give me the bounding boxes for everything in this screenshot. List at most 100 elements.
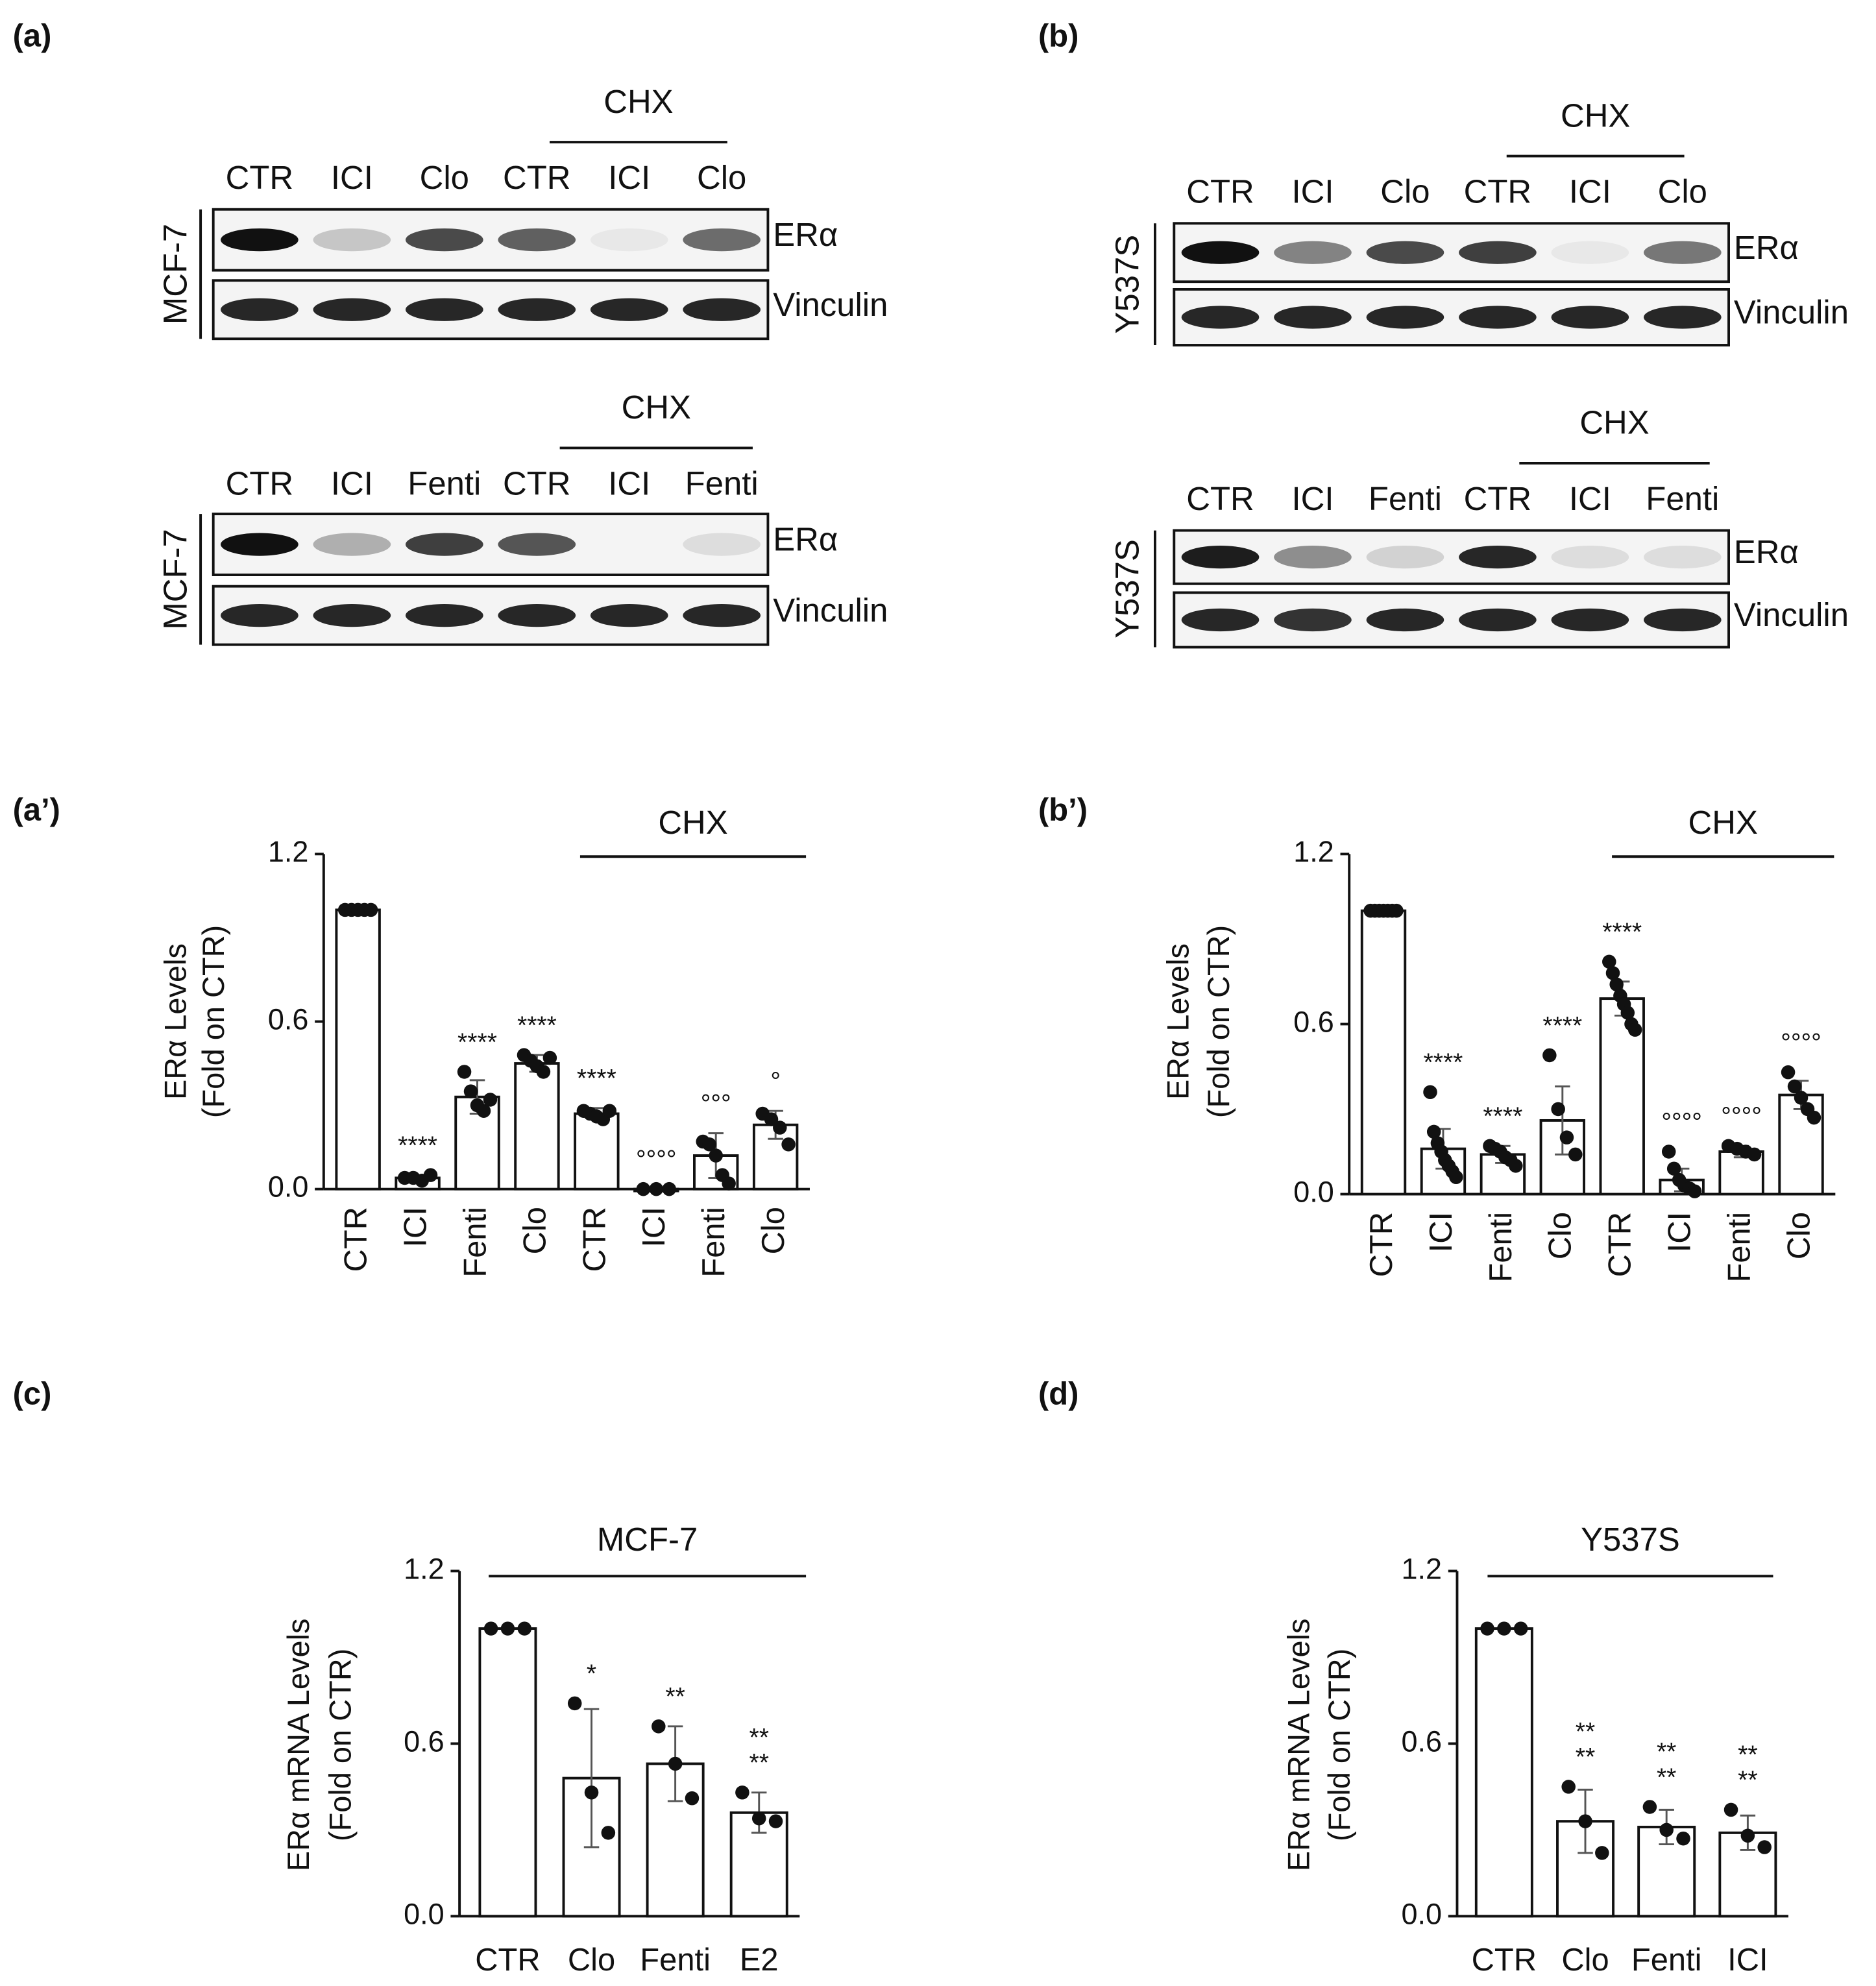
lane-label: Clo [420,159,469,196]
x-tick-label: ICI [398,1207,433,1247]
bar [514,1062,560,1191]
data-point [735,1786,749,1800]
data-point [483,1621,498,1636]
treatment-label: CHX [603,83,673,120]
lane-label: CTR [226,159,294,196]
protein-label: Vinculin [1734,596,1849,633]
error-bar [583,1708,600,1848]
data-point [1724,1802,1738,1817]
cell-line-label: Y537S [1108,539,1145,638]
data-point [457,1065,472,1079]
data-point [1794,1091,1809,1105]
group-label: Y537S [1581,1521,1680,1558]
data-point [500,1621,515,1636]
protein-label: Vinculin [773,592,888,629]
data-point [1480,1621,1494,1636]
band [1551,241,1629,264]
significance-label: **** [1424,1049,1463,1077]
lane-label: ICI [331,465,373,502]
band [498,604,576,627]
lane-label: Clo [1658,173,1707,210]
significance-label: °°°° [636,1146,677,1174]
x-tick-label: ICI [1727,1943,1768,1978]
data-point [1497,1621,1511,1636]
y-tick-label: 0.0 [404,1897,445,1930]
blot-frame [212,208,770,272]
data-point [1509,1159,1523,1173]
band [1366,306,1444,329]
data-point [751,1811,766,1826]
data-point [773,1120,787,1135]
band [313,228,391,252]
y-tick-label: 1.2 [268,835,309,868]
group-label: CHX [1688,804,1758,841]
x-tick-label: CTR [475,1943,540,1978]
bar [574,1112,620,1191]
lane-label: ICI [1569,173,1611,210]
lane-label: Fenti [1646,480,1719,517]
data-point [483,1093,498,1107]
y-axis-title: (Fold on CTR) [1322,1649,1356,1841]
cell-line-label: Y537S [1108,235,1145,334]
data-point [1559,1130,1574,1144]
significance-label: ** [1657,1738,1676,1766]
lane-label: Clo [1380,173,1430,210]
band [1551,546,1629,569]
x-tick-label: ICI [1663,1212,1698,1252]
y-tick-label: 0.0 [1293,1175,1334,1208]
significance-label: ** [1576,1718,1595,1746]
blot-frame [1173,287,1730,346]
blot-frame [212,279,770,341]
band [683,533,761,556]
protein-label: ERα [1734,533,1799,570]
band [221,228,298,252]
data-point [1807,1110,1821,1125]
significance-label: ** [1657,1763,1676,1791]
data-point [781,1137,796,1152]
group-label: MCF-7 [597,1521,698,1558]
band [498,533,576,556]
significance-label: ° [770,1068,781,1096]
y-axis-title: (Fold on CTR) [324,1649,358,1841]
significance-label: **** [1483,1103,1522,1131]
data-point [363,902,378,917]
treatment-label: CHX [622,389,691,426]
protein-label: ERα [1734,229,1799,266]
significance-label: **** [577,1065,616,1093]
data-point [602,1104,617,1118]
band [1274,241,1352,264]
x-tick-label: Fenti [457,1207,493,1278]
data-point [517,1621,532,1636]
data-point [702,1137,716,1152]
data-point [1781,1065,1796,1080]
significance-label: **** [457,1028,497,1056]
data-point [1426,1124,1441,1139]
data-point [668,1756,683,1771]
data-point [768,1814,783,1828]
lane-label: CTR [1464,173,1532,210]
band [498,298,576,321]
significance-label: °°°° [1661,1108,1702,1136]
panel-label: (a) [13,19,52,54]
x-tick-label: ICI [637,1207,672,1247]
data-point [1568,1147,1583,1162]
data-point [1666,1161,1681,1176]
data-point [1605,966,1620,980]
protein-label: Vinculin [773,286,888,323]
band [1366,608,1444,632]
band [1459,546,1537,569]
x-tick-label: ICI [1424,1212,1459,1252]
lane-label: ICI [1569,480,1611,517]
data-point [662,1181,676,1196]
lane-label: ICI [608,465,650,502]
band [1643,306,1722,329]
data-point [1561,1780,1576,1794]
band [405,298,483,321]
band [221,298,298,321]
data-point [1620,1006,1635,1020]
y-tick-label: 1.2 [404,1552,445,1585]
y-axis-title: (Fold on CTR) [197,925,230,1118]
band [1551,608,1629,632]
panel-label: (a’) [13,793,60,828]
